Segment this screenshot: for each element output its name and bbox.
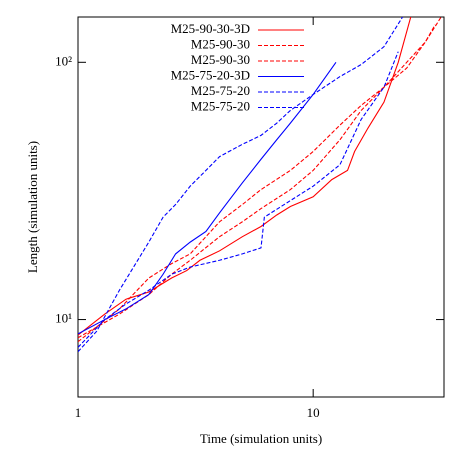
legend-label: M25-90-30 xyxy=(191,36,250,51)
y-tick-label: 10¹ xyxy=(55,311,72,326)
x-tick-label: 1 xyxy=(75,405,82,420)
x-tick-label: 10 xyxy=(307,405,320,420)
legend-label: M25-90-30-3D xyxy=(171,21,250,36)
y-axis-label: Length (simulation units) xyxy=(25,141,40,273)
plot-frame xyxy=(77,16,445,398)
series-line xyxy=(78,51,399,348)
series-line xyxy=(78,17,404,353)
legend-label: M25-75-20 xyxy=(191,98,250,113)
legend-label: M25-75-20 xyxy=(191,83,250,98)
legend-label: M25-90-30 xyxy=(191,52,250,67)
x-axis-label: Time (simulation units) xyxy=(200,431,322,446)
series-line xyxy=(78,24,436,339)
y-tick-label: 10² xyxy=(55,53,72,68)
legend-label: M25-75-20-3D xyxy=(171,67,250,82)
series-line xyxy=(78,61,337,335)
series-line xyxy=(78,17,442,343)
